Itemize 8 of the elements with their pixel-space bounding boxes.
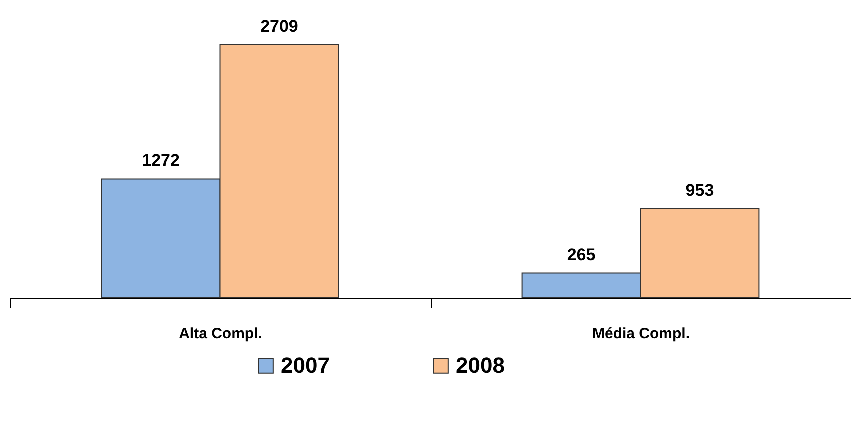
data-label: 953 <box>686 180 714 200</box>
legend-label: 2007 <box>281 353 330 378</box>
data-label: 1272 <box>142 151 180 170</box>
x-tick-label: Média Compl. <box>592 326 690 342</box>
data-label: 265 <box>567 245 596 264</box>
data-label: 2709 <box>260 17 298 36</box>
x-tick-label: Alta Compl. <box>179 326 262 342</box>
legend-label: 2008 <box>456 353 505 378</box>
